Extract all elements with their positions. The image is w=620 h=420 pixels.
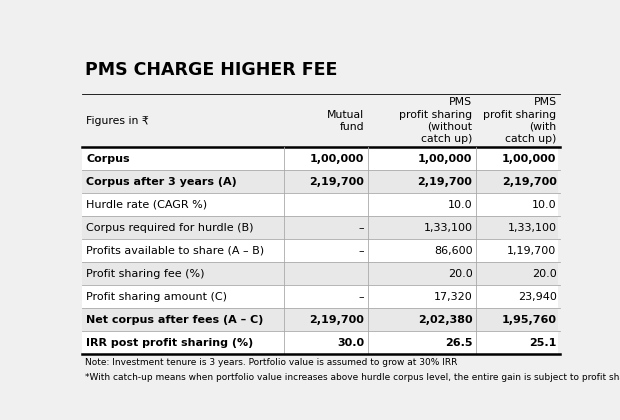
Bar xyxy=(82,216,560,239)
Bar xyxy=(82,262,560,285)
Text: 17,320: 17,320 xyxy=(434,291,472,302)
Bar xyxy=(82,331,560,354)
Text: 1,33,100: 1,33,100 xyxy=(508,223,557,233)
Text: Note: Investment tenure is 3 years. Portfolio value is assumed to grow at 30% IR: Note: Investment tenure is 3 years. Port… xyxy=(85,358,457,367)
Text: 20.0: 20.0 xyxy=(532,269,557,279)
Text: PMS
profit sharing
(with
catch up): PMS profit sharing (with catch up) xyxy=(484,97,557,144)
Text: 25.1: 25.1 xyxy=(529,338,557,348)
Bar xyxy=(82,193,560,216)
Text: 86,600: 86,600 xyxy=(434,246,472,256)
Text: Profit sharing fee (%): Profit sharing fee (%) xyxy=(86,269,205,279)
Text: 20.0: 20.0 xyxy=(448,269,472,279)
Text: Figures in ₹: Figures in ₹ xyxy=(86,116,149,126)
Text: Profit sharing amount (C): Profit sharing amount (C) xyxy=(86,291,227,302)
Text: Mutual
fund: Mutual fund xyxy=(327,110,365,132)
Text: 1,19,700: 1,19,700 xyxy=(507,246,557,256)
Text: 10.0: 10.0 xyxy=(532,200,557,210)
Text: Net corpus after fees (A – C): Net corpus after fees (A – C) xyxy=(86,315,264,325)
Text: 2,02,380: 2,02,380 xyxy=(418,315,472,325)
Text: 23,940: 23,940 xyxy=(518,291,557,302)
Bar xyxy=(82,308,560,331)
Text: –: – xyxy=(359,291,365,302)
Text: 2,19,700: 2,19,700 xyxy=(309,177,365,187)
Text: 2,19,700: 2,19,700 xyxy=(502,177,557,187)
Text: 30.0: 30.0 xyxy=(337,338,365,348)
Bar xyxy=(82,147,560,171)
Text: 2,19,700: 2,19,700 xyxy=(418,177,472,187)
Text: 2,19,700: 2,19,700 xyxy=(309,315,365,325)
Bar xyxy=(82,171,560,193)
Text: 1,00,000: 1,00,000 xyxy=(310,154,365,164)
Text: 1,00,000: 1,00,000 xyxy=(418,154,472,164)
Text: *With catch-up means when portfolio value increases above hurdle corpus level, t: *With catch-up means when portfolio valu… xyxy=(85,373,620,383)
Text: 26.5: 26.5 xyxy=(445,338,472,348)
Text: 10.0: 10.0 xyxy=(448,200,472,210)
Text: 1,95,760: 1,95,760 xyxy=(502,315,557,325)
Bar xyxy=(82,239,560,262)
Text: Corpus after 3 years (A): Corpus after 3 years (A) xyxy=(86,177,237,187)
Text: PMS
profit sharing
(without
catch up): PMS profit sharing (without catch up) xyxy=(399,97,472,144)
Text: Hurdle rate (CAGR %): Hurdle rate (CAGR %) xyxy=(86,200,207,210)
Text: Profits available to share (A – B): Profits available to share (A – B) xyxy=(86,246,264,256)
Bar xyxy=(82,285,560,308)
Text: Corpus required for hurdle (B): Corpus required for hurdle (B) xyxy=(86,223,254,233)
Text: Corpus: Corpus xyxy=(86,154,130,164)
Text: 1,00,000: 1,00,000 xyxy=(502,154,557,164)
Text: –: – xyxy=(359,223,365,233)
Text: 1,33,100: 1,33,100 xyxy=(423,223,472,233)
Text: PMS CHARGE HIGHER FEE: PMS CHARGE HIGHER FEE xyxy=(85,61,337,79)
Text: –: – xyxy=(359,246,365,256)
Text: IRR post profit sharing (%): IRR post profit sharing (%) xyxy=(86,338,254,348)
